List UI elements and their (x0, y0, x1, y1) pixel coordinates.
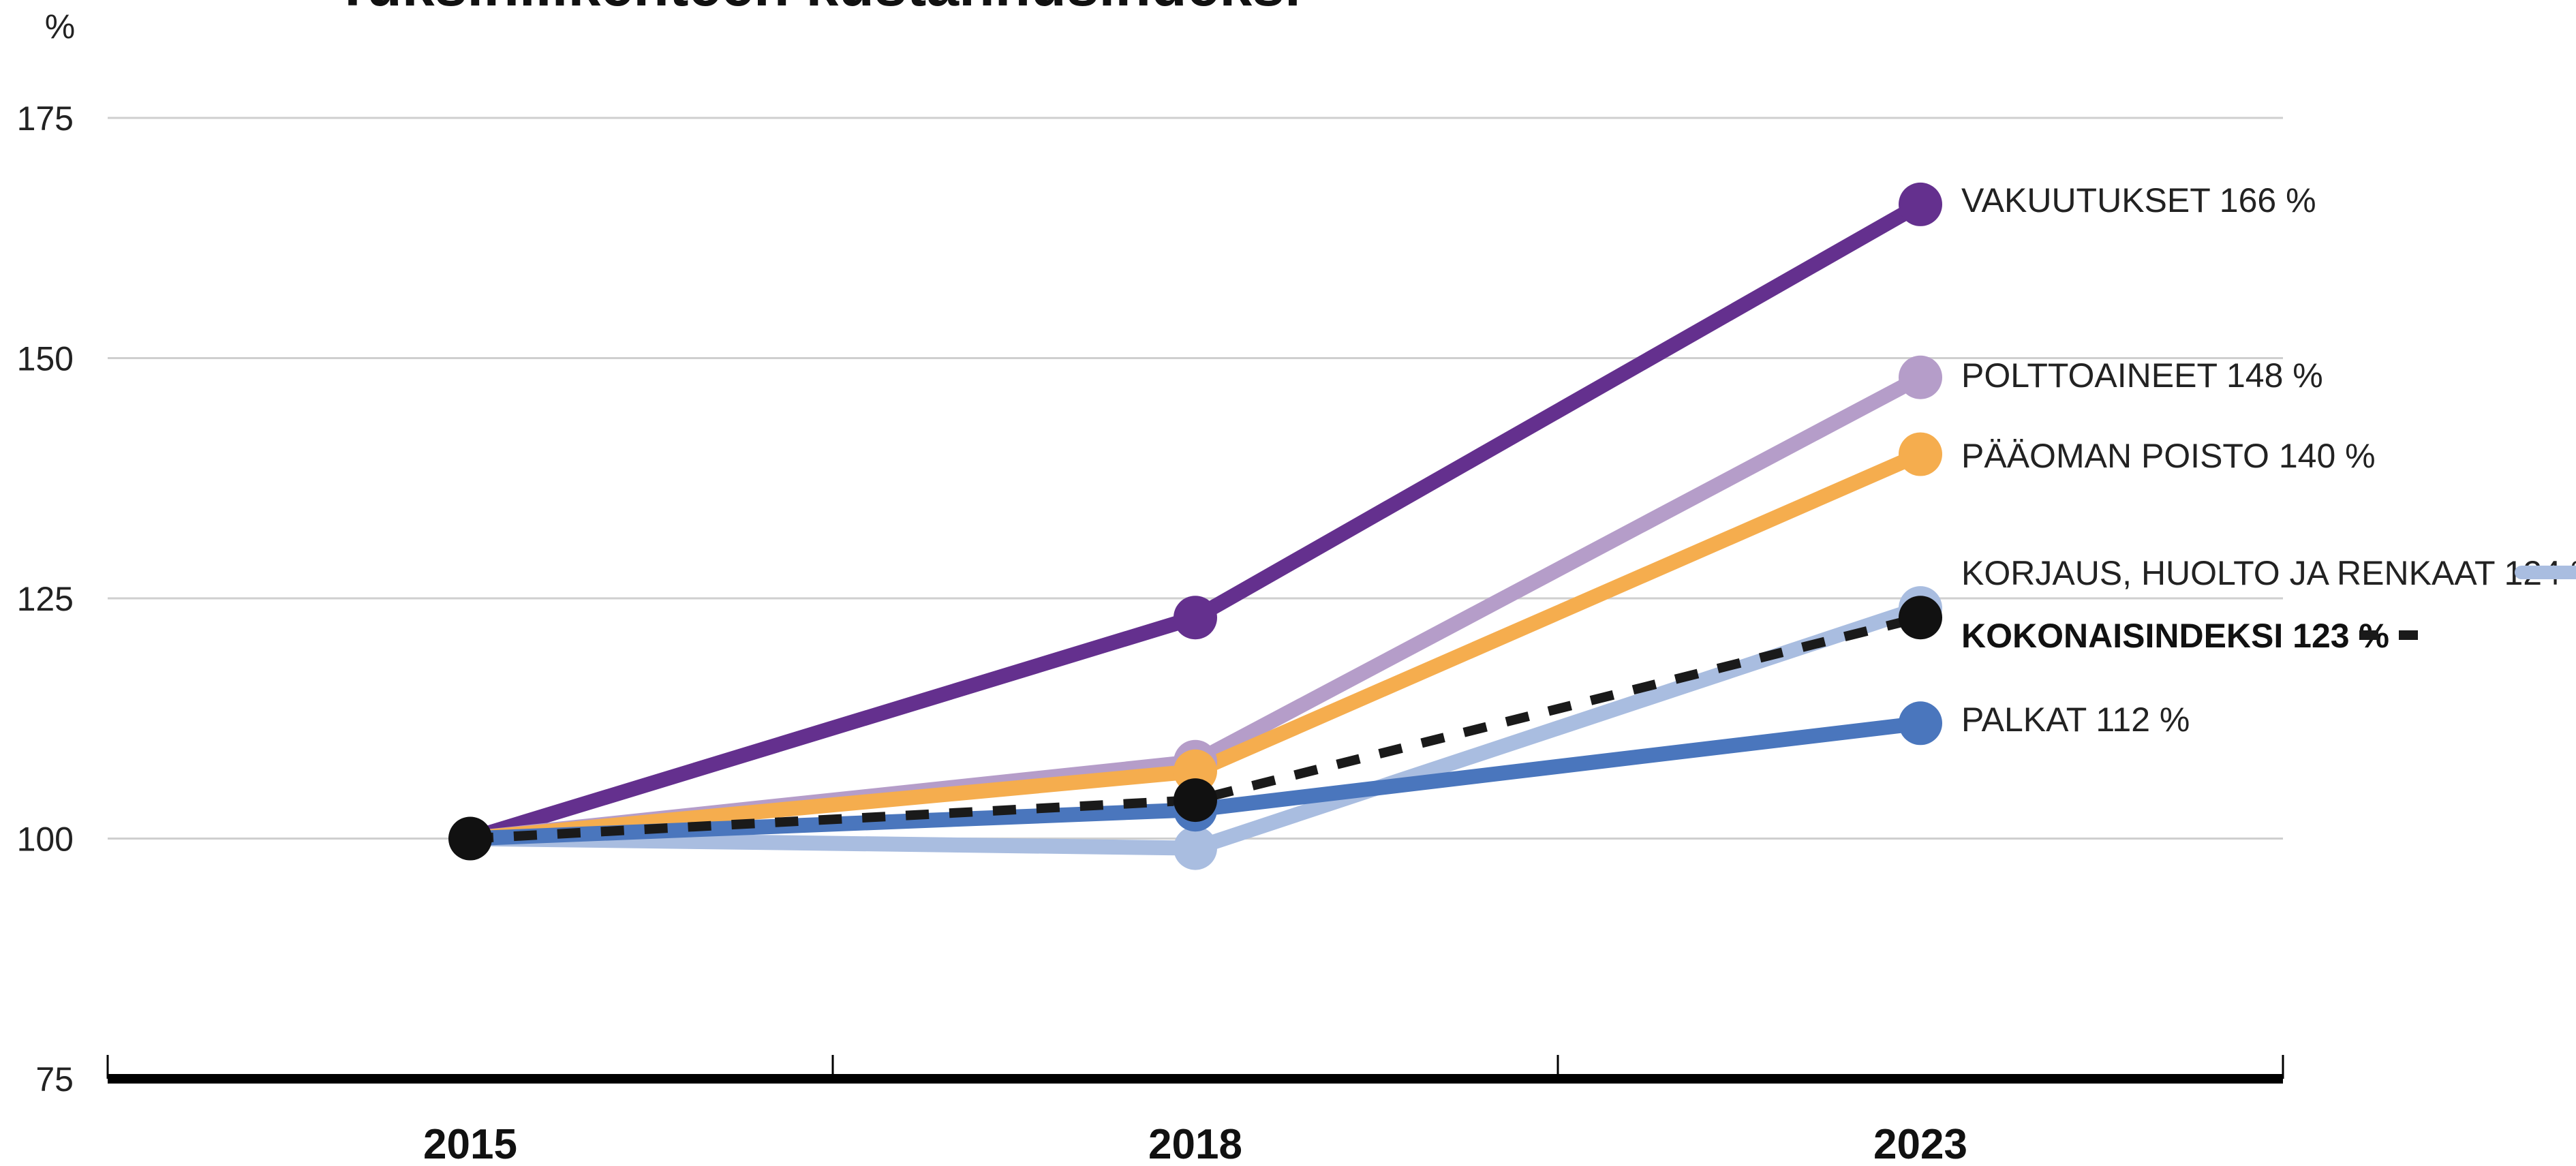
marker-korjaus (1174, 826, 1217, 870)
series-label-paaoma: PÄÄOMAN POISTO 140 % (1961, 437, 2376, 475)
y-tick-label: 150 (17, 340, 74, 378)
x-tick-label: 2015 (423, 1121, 517, 1166)
series-markers (448, 182, 1942, 870)
y-tick-label: 75 (35, 1060, 74, 1099)
marker-kokonais (1174, 778, 1217, 823)
y-axis-unit: % (45, 7, 75, 46)
grid-lines (108, 117, 2283, 840)
marker-kokonais (1899, 596, 1942, 640)
marker-palkat (1899, 701, 1942, 746)
marker-vakuutukset (1174, 596, 1217, 640)
marker-paaoma (1899, 432, 1942, 476)
series-labels: VAKUUTUKSET 166 % POLTTOAINEET 148 % PÄÄOM… (1961, 181, 2576, 739)
x-tick-label: 2023 (1873, 1121, 1967, 1166)
x-axis (106, 1055, 2284, 1084)
marker-vakuutukset (1899, 182, 1942, 226)
series-label-korjaus: KORJAUS, HUOLTO JA RENKAAT 124 % (1961, 554, 2576, 592)
x-tick-labels: 2015 2018 2023 (423, 1121, 1967, 1166)
y-tick-labels: 75 100 125 150 175 (17, 99, 74, 1099)
series-line-kokonais (470, 613, 1922, 844)
series-label-vakuutukset: VAKUUTUKSET 166 % (1961, 181, 2316, 219)
y-tick-label: 125 (17, 580, 74, 618)
marker-polttoaineet (1899, 355, 1942, 399)
chart-title: Tuksinliikenteen kustannusindeksi (335, 0, 1301, 18)
marker-kokonais (448, 816, 492, 861)
series-label-palkat: PALKAT 112 % (1961, 701, 2190, 739)
y-tick-label: 100 (17, 820, 74, 859)
x-tick-label: 2018 (1148, 1121, 1242, 1166)
series-label-polttoaineet: POLTTOAINEET 148 % (1961, 356, 2323, 395)
series-label-kokonais: KOKONAISINDEKSI 123 % (1961, 617, 2389, 655)
y-tick-label: 175 (17, 99, 74, 138)
